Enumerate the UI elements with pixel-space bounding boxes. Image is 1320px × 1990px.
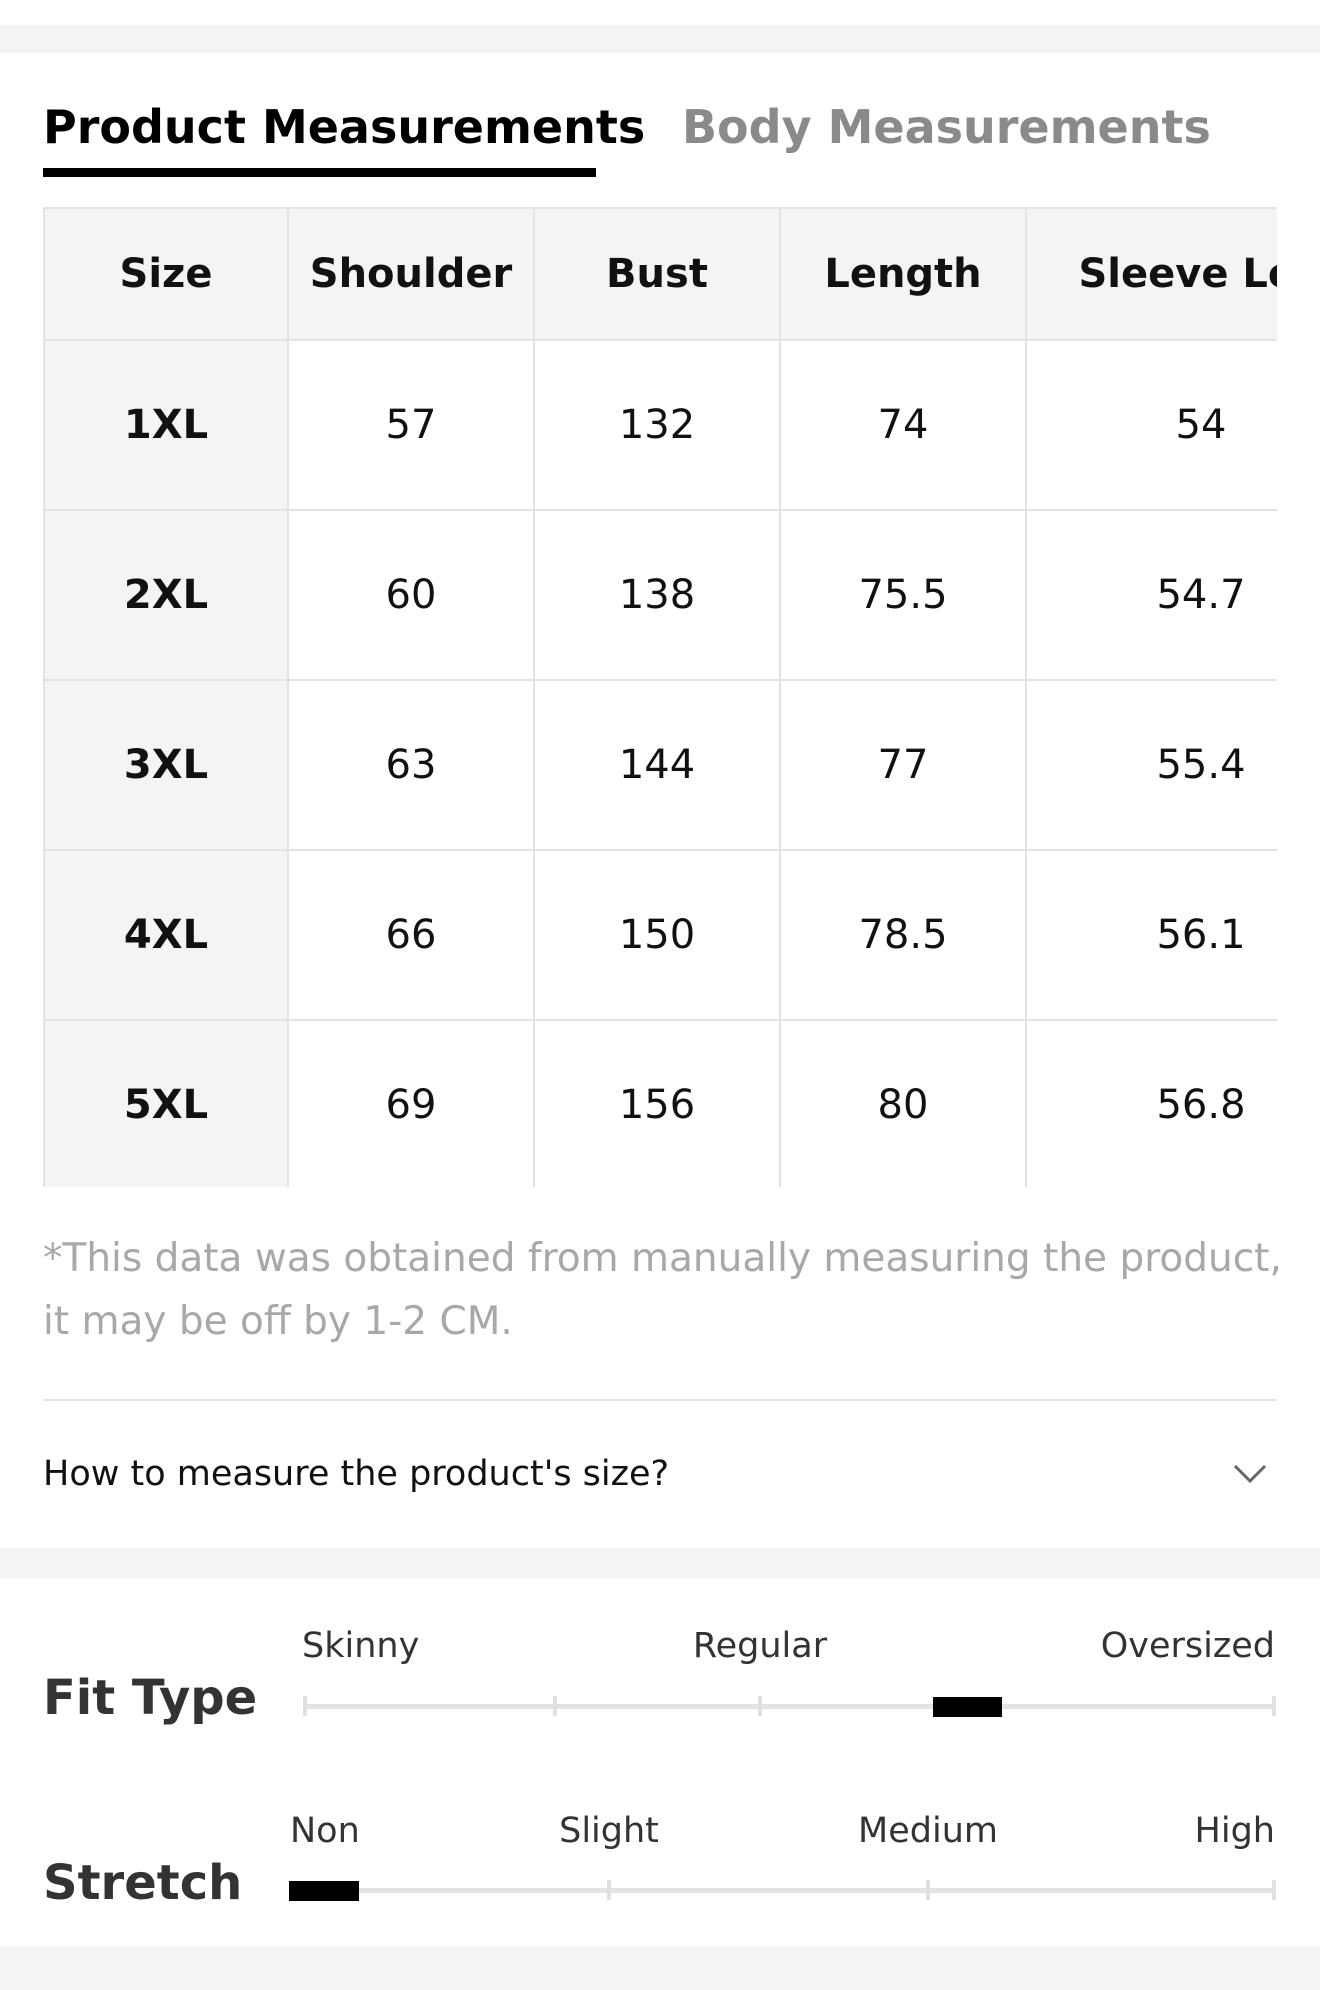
stretch-marker [289, 1881, 359, 1901]
accordion-question[interactable]: How to measure the product's size? [43, 1454, 670, 1494]
table-cell: Length [781, 207, 1027, 341]
table-cell: 132 [535, 341, 781, 511]
table-cell: 3XL [43, 681, 289, 851]
tick [303, 1696, 307, 1716]
stretch-label: Stretch [43, 1855, 243, 1911]
tick [926, 1880, 930, 1900]
option-label: High [1194, 1811, 1275, 1851]
track [305, 1704, 1275, 1709]
table-cell: 56.1 [1027, 851, 1277, 1021]
option-label: Slight [559, 1811, 659, 1851]
table-cell: 78.5 [781, 851, 1027, 1021]
table-cell: 55.4 [1027, 681, 1277, 851]
option-label: Medium [858, 1811, 998, 1851]
tick [607, 1880, 611, 1900]
table-cell: 77 [781, 681, 1027, 851]
table-cell: 138 [535, 511, 781, 681]
table-cell: 5XL [43, 1021, 289, 1187]
table-cell: 56.8 [1027, 1021, 1277, 1187]
option-label: Skinny [302, 1626, 420, 1666]
tick [758, 1696, 762, 1716]
table-cell: 2XL [43, 511, 289, 681]
table-cell: 150 [535, 851, 781, 1021]
table-cell: Size [43, 207, 289, 341]
table-cell: 66 [289, 851, 535, 1021]
table-cell: 80 [781, 1021, 1027, 1187]
option-label: Regular [692, 1626, 828, 1666]
tick [553, 1696, 557, 1716]
table-cell: 1XL [43, 341, 289, 511]
table-cell: 69 [289, 1021, 535, 1187]
track [289, 1888, 1275, 1893]
table-cell: 54 [1027, 341, 1277, 511]
separator [0, 1548, 1320, 1578]
option-label: Oversized [1100, 1626, 1275, 1666]
tab-active[interactable]: Product Measurements [43, 100, 646, 154]
option-label: Non [290, 1811, 360, 1851]
tab[interactable]: Body Measurements [682, 100, 1211, 154]
chevron[interactable] [1232, 1462, 1268, 1486]
tab-underline [43, 168, 596, 177]
table-cell: 144 [535, 681, 781, 851]
table-cell: Bust [535, 207, 781, 341]
note: *This data was obtained from manually me… [43, 1236, 1282, 1281]
divider [43, 1399, 1277, 1401]
table-cell: 74 [781, 341, 1027, 511]
table-cell: 57 [289, 341, 535, 511]
table-cell: 156 [535, 1021, 781, 1187]
note: it may be off by 1-2 CM. [43, 1299, 513, 1344]
table-cell: Shoulder [289, 207, 535, 341]
separator [0, 25, 1320, 53]
fit-type-label: Fit Type [43, 1670, 258, 1726]
table-cell: 75.5 [781, 511, 1027, 681]
table-cell: 60 [289, 511, 535, 681]
table-cell: 54.7 [1027, 511, 1277, 681]
table-cell: 4XL [43, 851, 289, 1021]
tick [1272, 1696, 1276, 1716]
separator [0, 1946, 1320, 1990]
table-cell: 63 [289, 681, 535, 851]
table-cell: Sleeve Len [1027, 207, 1277, 341]
fit-marker [933, 1697, 1002, 1717]
tick [1272, 1880, 1276, 1900]
